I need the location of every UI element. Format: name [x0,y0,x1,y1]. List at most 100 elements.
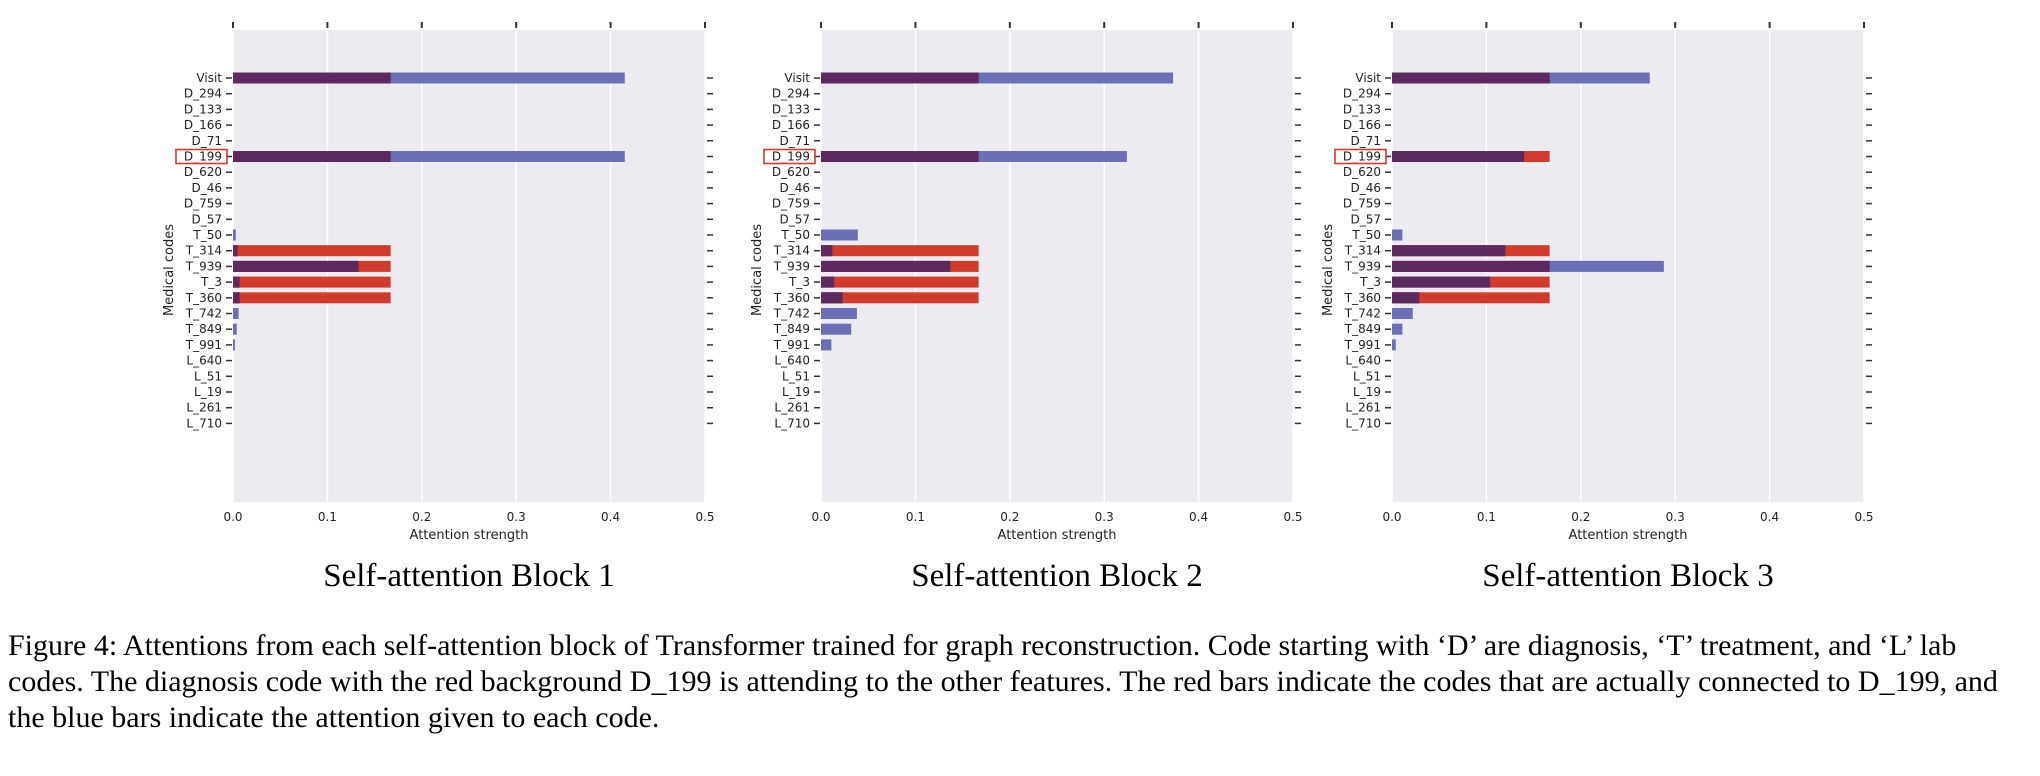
overlap-bar [233,260,359,272]
attention-bar [1392,308,1413,319]
x-tick-label: 0.4 [1760,510,1779,524]
y-tick-label: D_166 [772,118,810,132]
overlap-bar [821,245,833,257]
y-axis-label: Medical codes [1321,224,1336,316]
y-tick-label: L_261 [1345,401,1381,415]
overlap-bar [1392,292,1420,304]
y-tick-label: T_314 [773,244,810,258]
overlap-bar [1392,72,1550,84]
x-tick-label: 0.5 [1283,510,1302,524]
y-tick-label: T_314 [1344,244,1381,258]
x-tick-label: 0.3 [1095,510,1114,524]
y-tick-label: D_133 [1343,102,1381,116]
y-tick-label: L_710 [1345,416,1381,430]
panel-title: Self-attention Block 3 [1482,558,1773,590]
y-tick-label: D_620 [184,165,222,179]
highlight-box-d199 [1334,148,1387,165]
attention-bar [233,339,235,351]
x-tick-label: 0.1 [318,510,337,524]
overlap-bar [821,260,951,272]
connected-bar [1392,292,1550,304]
y-tick-label: T_939 [185,259,222,273]
chart-panel-1: 0.0 0.1 0.2 0.3 0.4 0.5 Attention strength Medi… [162,22,715,590]
y-tick-label: T_314 [185,244,222,258]
overlap-bar [233,72,391,84]
y-tick-label: T_991 [185,338,222,352]
y-tick-label: D_620 [1343,165,1381,179]
overlap-bar [1392,151,1525,162]
y-tick-label: T_360 [773,291,810,305]
x-axis-label: Attention strength [1569,528,1688,543]
connected-bar [821,245,979,257]
chart-panel-2: 0.0 0.1 0.2 0.3 0.4 0.5 Attention strength Medi… [750,22,1303,590]
y-tick-label: L_19 [782,385,810,399]
attention-figure: 0.0 0.1 0.2 0.3 0.4 0.5 Attention strength Medi… [162,22,1874,590]
y-tick-label: D_759 [184,197,222,211]
overlap-bar [821,72,979,84]
x-axis-label: Attention strength [410,528,529,543]
y-tick-label: L_19 [194,385,222,399]
y-tick-label: L_640 [774,354,810,368]
overlap-bar [821,292,843,304]
x-tick-label: 0.0 [811,510,830,524]
overlap-bar [233,276,240,288]
y-tick-label: T_50 [780,228,810,242]
y-tick-label: D_57 [779,212,810,226]
overlap-bar [1392,276,1491,288]
overlap-bar [233,151,391,162]
y-tick-label: D_199 [1343,150,1381,164]
y-tick-label: L_640 [186,354,222,368]
x-tick-label: 0.1 [906,510,925,524]
attention-bar [233,151,625,162]
highlight-box-d199 [763,148,816,165]
connected-bar [233,245,391,257]
y-tick-label: T_742 [1344,307,1381,321]
y-tick-label: L_710 [774,416,810,430]
x-tick-label: 0.1 [1477,510,1496,524]
connected-bar [233,276,391,288]
figure-caption: Figure 4: Attentions from each self-atte… [8,629,1998,734]
y-tick-label: D_166 [184,118,222,132]
y-tick-label: D_71 [191,134,222,148]
y-tick-label: D_166 [1343,118,1381,132]
attention-bar [821,72,1174,84]
attention-bar [1392,323,1403,335]
y-tick-label: D_46 [779,181,810,195]
y-tick-label: T_991 [773,338,810,352]
overlap-bar [1392,245,1506,257]
chart-panel-3: 0.0 0.1 0.2 0.3 0.4 0.5 Attention strength Medi… [1321,22,1874,590]
attention-bar [233,308,239,319]
attention-charts-svg: 0.0 0.1 0.2 0.3 0.4 0.5 Attention strength Medi… [162,22,1874,590]
y-tick-label: L_19 [1353,385,1381,399]
overlap-bar [821,151,979,162]
y-tick-label: D_46 [191,181,222,195]
y-tick-label: T_360 [1344,291,1381,305]
attention-bar [233,72,625,84]
y-tick-label: D_133 [772,102,810,116]
x-tick-label: 0.2 [1571,510,1590,524]
x-tick-label: 0.3 [507,510,526,524]
x-axis-label: Attention strength [998,528,1117,543]
connected-bar [821,276,979,288]
y-tick-label: D_759 [1343,197,1381,211]
y-tick-label: T_3 [200,275,222,289]
y-tick-label: D_294 [184,87,222,101]
y-tick-label: D_133 [184,102,222,116]
y-tick-label: D_294 [772,87,810,101]
y-tick-label: Visit [784,71,810,85]
y-tick-label: D_620 [772,165,810,179]
attention-bar [1392,339,1396,351]
connected-bar [821,292,979,304]
y-tick-label: D_46 [1350,181,1381,195]
y-tick-label: L_710 [186,416,222,430]
y-axis-label: Medical codes [162,224,177,316]
attention-bar [1392,229,1403,241]
y-tick-label: T_742 [185,307,222,321]
y-tick-label: L_261 [774,401,810,415]
x-tick-label: 0.5 [695,510,714,524]
y-tick-label: T_939 [1344,259,1381,273]
x-tick-label: 0.3 [1666,510,1685,524]
y-tick-label: T_50 [192,228,222,242]
overlap-bar [233,292,240,304]
y-tick-label: T_360 [185,291,222,305]
